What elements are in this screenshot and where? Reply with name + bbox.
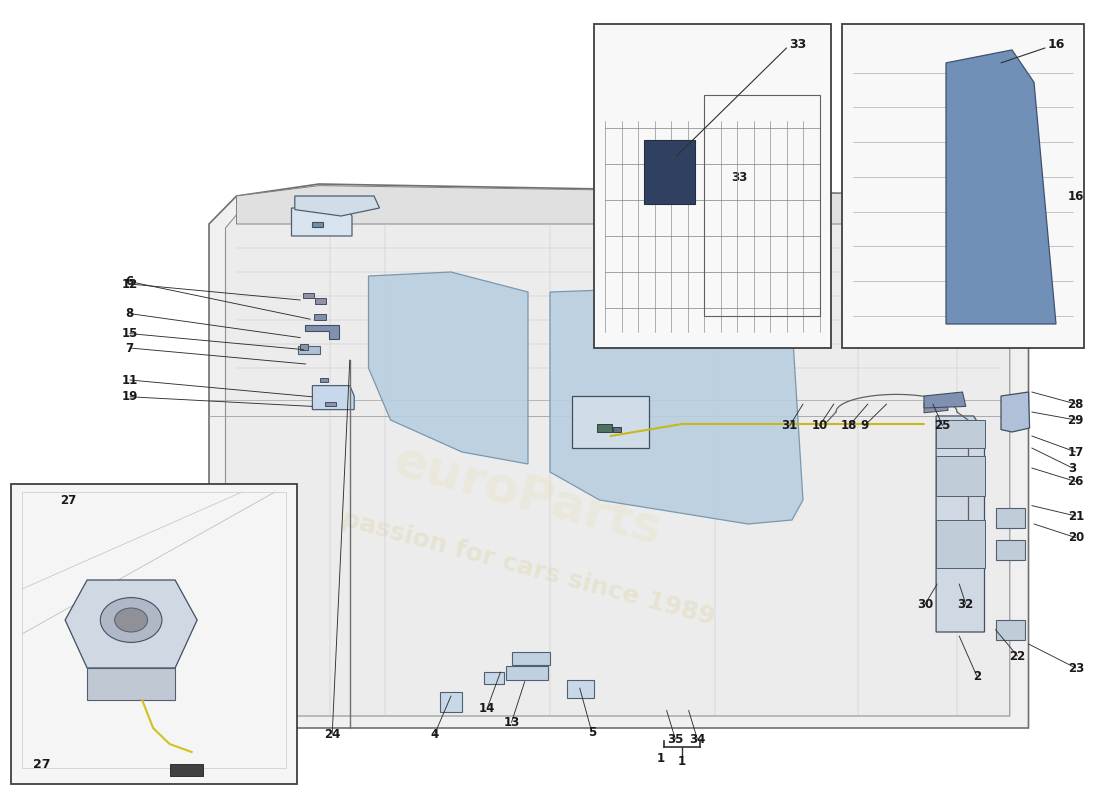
Polygon shape [1001, 392, 1030, 432]
Polygon shape [996, 620, 1025, 640]
Text: 30: 30 [917, 598, 933, 610]
Circle shape [100, 598, 162, 642]
Polygon shape [302, 293, 313, 298]
Polygon shape [936, 416, 985, 632]
Bar [11, 484, 297, 784]
Bar [572, 396, 649, 448]
Text: 1: 1 [678, 755, 686, 768]
Polygon shape [597, 424, 612, 432]
Text: 2: 2 [972, 670, 981, 682]
Text: 8: 8 [125, 307, 134, 320]
Text: 3: 3 [1068, 462, 1077, 474]
Text: 15: 15 [122, 327, 138, 340]
Bar [936, 520, 985, 568]
Polygon shape [312, 386, 354, 410]
Text: 34: 34 [690, 733, 705, 746]
Text: 12: 12 [122, 278, 138, 290]
Polygon shape [169, 764, 202, 776]
Text: 16: 16 [1068, 190, 1084, 202]
Polygon shape [295, 196, 380, 216]
Text: 20: 20 [1068, 531, 1084, 544]
Polygon shape [484, 672, 504, 684]
Bar [936, 420, 985, 448]
Polygon shape [209, 184, 1028, 728]
Text: 10: 10 [812, 419, 827, 432]
Text: 17: 17 [1068, 446, 1084, 458]
Polygon shape [368, 272, 528, 464]
Polygon shape [315, 298, 326, 304]
Text: 24: 24 [324, 728, 340, 741]
Text: 26: 26 [1068, 475, 1084, 488]
Bar [594, 24, 830, 348]
Polygon shape [236, 186, 1001, 224]
Polygon shape [320, 378, 328, 382]
Text: 33: 33 [789, 38, 806, 50]
Polygon shape [65, 580, 197, 668]
Text: 21: 21 [1068, 510, 1084, 522]
Polygon shape [996, 540, 1025, 560]
Text: 19: 19 [122, 390, 138, 403]
Polygon shape [946, 50, 1056, 324]
Polygon shape [305, 325, 339, 339]
Text: 22: 22 [1010, 650, 1025, 662]
Polygon shape [324, 402, 336, 406]
Bar [936, 456, 985, 496]
Polygon shape [506, 666, 548, 680]
Polygon shape [924, 392, 966, 408]
Text: 25: 25 [935, 419, 950, 432]
Polygon shape [298, 346, 320, 354]
Polygon shape [312, 222, 323, 227]
Polygon shape [292, 208, 352, 236]
Text: 35: 35 [668, 733, 683, 746]
Polygon shape [924, 400, 948, 413]
Text: 5: 5 [587, 726, 596, 738]
Polygon shape [644, 140, 695, 204]
Text: 27: 27 [33, 758, 51, 770]
Text: 11: 11 [122, 374, 138, 386]
Polygon shape [440, 692, 462, 712]
Text: 9: 9 [860, 419, 869, 432]
Text: 7: 7 [125, 342, 134, 354]
Polygon shape [87, 668, 175, 700]
Text: 4: 4 [430, 728, 439, 741]
Text: 27: 27 [60, 494, 76, 506]
Text: 1: 1 [657, 752, 665, 765]
Text: 29: 29 [1068, 414, 1084, 426]
Text: euroParts: euroParts [388, 437, 668, 555]
Polygon shape [226, 190, 1010, 716]
Text: 16: 16 [1047, 38, 1065, 50]
Polygon shape [996, 508, 1025, 528]
Text: 32: 32 [958, 598, 974, 610]
Text: 13: 13 [504, 716, 519, 729]
Polygon shape [550, 288, 803, 524]
Text: 31: 31 [782, 419, 797, 432]
Text: 18: 18 [842, 419, 857, 432]
Text: 14: 14 [480, 702, 495, 714]
Text: 23: 23 [1068, 662, 1084, 674]
Text: 6: 6 [125, 275, 134, 288]
Circle shape [114, 608, 147, 632]
Text: 33: 33 [732, 171, 747, 184]
Polygon shape [566, 680, 594, 698]
Polygon shape [613, 427, 621, 432]
Polygon shape [300, 344, 308, 350]
Polygon shape [512, 652, 550, 665]
Text: passion for cars since 1989: passion for cars since 1989 [339, 506, 717, 630]
Polygon shape [314, 314, 326, 320]
Text: 28: 28 [1068, 398, 1084, 410]
Bar [842, 24, 1084, 348]
